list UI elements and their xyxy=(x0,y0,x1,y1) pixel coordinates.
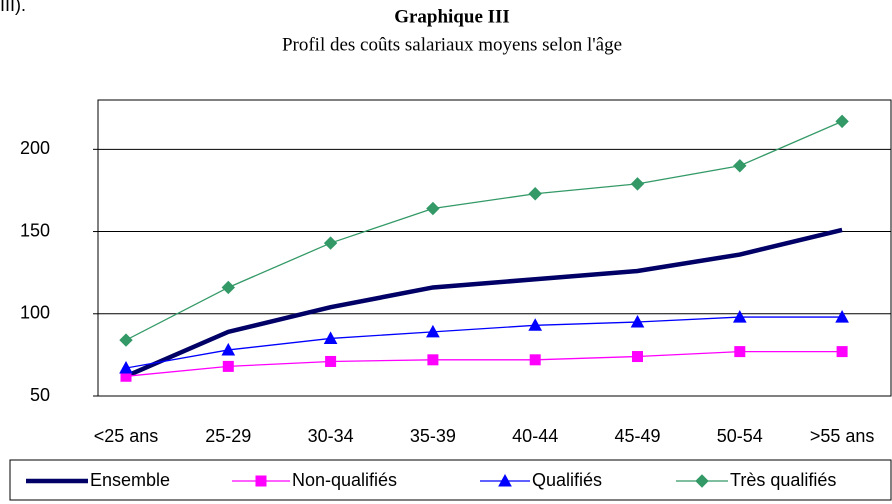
point xyxy=(528,187,542,201)
y-tick-label: 50 xyxy=(30,385,50,405)
point xyxy=(632,351,643,363)
point xyxy=(323,331,338,344)
point xyxy=(325,355,337,367)
x-tick-label: 45-49 xyxy=(614,426,660,446)
legend-label: Qualifiés xyxy=(532,470,602,490)
point xyxy=(630,177,645,191)
point xyxy=(426,324,440,338)
x-tick-label: <25 ans xyxy=(94,426,159,446)
point xyxy=(529,354,541,366)
series-line xyxy=(125,350,843,377)
legend-box xyxy=(9,459,892,501)
legend-label: Non-qualifiés xyxy=(292,470,397,490)
x-tick-label: 40-44 xyxy=(512,426,558,446)
y-tick-label: 150 xyxy=(20,220,50,240)
series-line xyxy=(125,227,843,379)
x-tick-label: 50-54 xyxy=(717,426,763,446)
point xyxy=(734,346,746,358)
series-line xyxy=(125,316,843,369)
point xyxy=(732,310,747,323)
point xyxy=(528,318,543,331)
y-tick-label: 200 xyxy=(20,138,50,158)
point xyxy=(733,159,747,173)
point xyxy=(836,346,848,358)
legend-label: Très qualifiés xyxy=(730,470,836,490)
x-tick-label: 35-39 xyxy=(410,426,456,446)
point xyxy=(427,354,439,366)
point xyxy=(630,314,645,328)
header-fragment: III). xyxy=(0,0,26,15)
point xyxy=(221,342,236,356)
point xyxy=(835,310,849,323)
chart-title: Graphique III xyxy=(394,6,510,27)
legend-marker xyxy=(498,473,512,487)
point xyxy=(323,236,338,250)
legend-marker xyxy=(695,474,709,488)
point xyxy=(426,201,440,216)
chart-subtitle: Profil des coûts salariaux moyens selon … xyxy=(282,34,622,55)
point xyxy=(222,360,234,372)
x-tick-label: 30-34 xyxy=(308,426,354,446)
point xyxy=(119,361,133,374)
x-tick-label: 25-29 xyxy=(205,426,251,446)
point xyxy=(119,333,133,347)
series-line xyxy=(125,120,843,341)
x-tick-label: >55 ans xyxy=(810,426,875,446)
point xyxy=(835,114,849,129)
legend-marker xyxy=(255,475,267,487)
legend-label: Ensemble xyxy=(90,470,170,490)
y-tick-label: 100 xyxy=(20,303,50,323)
point xyxy=(221,280,236,295)
